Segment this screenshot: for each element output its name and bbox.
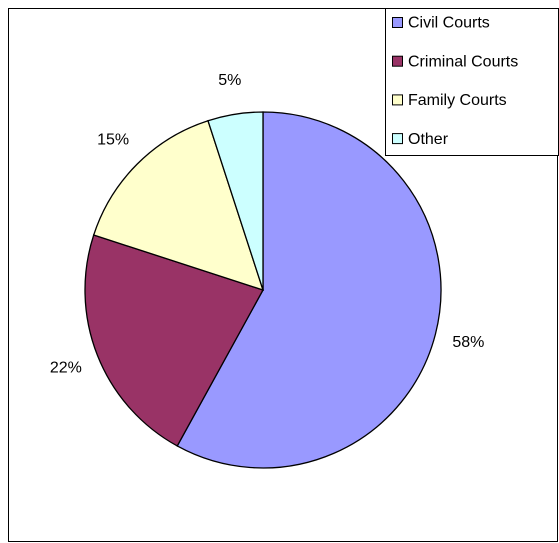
pie-slice (92, 119, 265, 292)
legend-label: Other (408, 131, 449, 148)
pie: 58% 22% 15% 5% (50, 72, 484, 469)
legend-swatch (392, 133, 403, 145)
pie-slice (84, 234, 264, 447)
legend-swatch (392, 17, 403, 28)
legend-label: Family Courts (408, 92, 507, 109)
pie-slice (176, 111, 442, 469)
data-label: 58% (452, 334, 484, 351)
legend-label: Criminal Courts (408, 53, 518, 70)
pie-slice (207, 111, 264, 291)
legend-swatch (392, 55, 403, 67)
data-label: 15% (97, 131, 129, 148)
legend-frame (385, 8, 559, 156)
legend: Civil Courts Criminal Courts Family Courts… (392, 15, 518, 148)
data-label: 22% (50, 359, 82, 376)
data-label: 5% (218, 72, 241, 89)
legend-label: Civil Courts (408, 15, 490, 32)
legend-swatch (392, 94, 403, 106)
